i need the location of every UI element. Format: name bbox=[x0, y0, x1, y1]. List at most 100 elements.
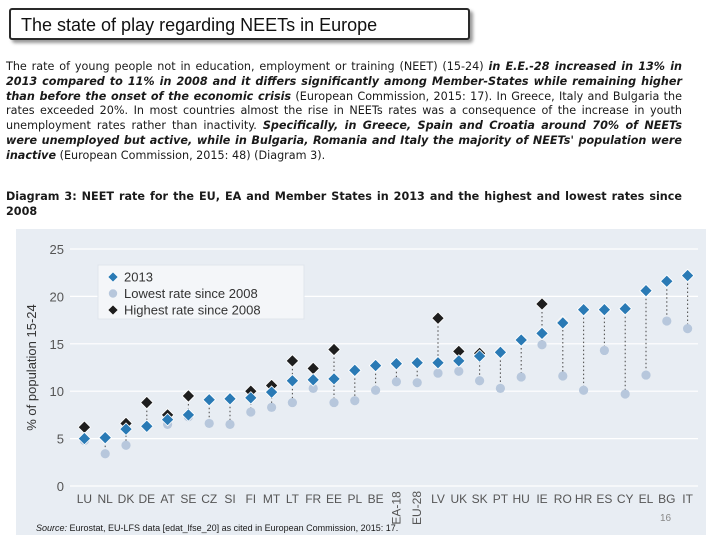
point-lowest bbox=[267, 402, 277, 412]
point-2013 bbox=[202, 392, 216, 407]
legend-marker bbox=[108, 289, 118, 298]
point-highest bbox=[140, 395, 154, 410]
point-lowest bbox=[475, 376, 485, 386]
x-tick-label: EA-18 bbox=[389, 491, 403, 525]
x-tick-label: SI bbox=[224, 492, 235, 506]
point-lowest bbox=[412, 378, 422, 388]
y-tick-label: 0 bbox=[57, 479, 64, 494]
point-2013 bbox=[306, 373, 320, 387]
neet-chart: 0 5 10 15 20 25 % of population 15-24 LU NL DK DE A… bbox=[16, 229, 706, 535]
x-tick-label: SK bbox=[472, 492, 488, 506]
point-lowest bbox=[246, 407, 256, 417]
x-tick-label: DE bbox=[138, 492, 155, 506]
point-highest bbox=[285, 354, 300, 368]
point-lowest bbox=[579, 385, 589, 395]
y-tick-label: 20 bbox=[50, 289, 64, 304]
point-lowest bbox=[516, 372, 526, 382]
point-2013 bbox=[431, 355, 445, 370]
point-lowest bbox=[287, 397, 297, 408]
point-lowest bbox=[329, 397, 339, 408]
y-axis-label: % of population 15-24 bbox=[24, 304, 39, 430]
point-2013 bbox=[639, 283, 653, 298]
point-lowest bbox=[350, 396, 360, 406]
x-tick-label: UK bbox=[450, 492, 467, 506]
legend-box bbox=[97, 264, 305, 320]
point-highest bbox=[431, 311, 445, 325]
point-2013 bbox=[77, 431, 92, 446]
point-2013 bbox=[410, 355, 424, 370]
x-tick-label: CZ bbox=[201, 492, 217, 506]
x-tick-label: HR bbox=[575, 492, 593, 506]
point-lowest bbox=[100, 449, 110, 459]
x-tick-label: LT bbox=[286, 492, 300, 506]
point-lowest bbox=[204, 418, 214, 429]
x-tick-label: LV bbox=[431, 492, 445, 506]
source-text: Eurostat, EU-LFS data [edat_lfse_20] as … bbox=[67, 523, 399, 533]
x-tick-label: NL bbox=[98, 492, 114, 506]
point-2013 bbox=[285, 374, 300, 388]
point-lowest bbox=[558, 371, 568, 381]
x-tick-label: PT bbox=[493, 492, 509, 506]
point-lowest bbox=[620, 389, 630, 399]
chart-svg: 0 5 10 15 20 25 % of population 15-24 LU NL DK DE A… bbox=[24, 242, 698, 525]
point-lowest bbox=[454, 366, 464, 376]
point-2013 bbox=[660, 274, 674, 288]
x-tick-label: ES bbox=[596, 492, 612, 506]
x-tick-label: CY bbox=[617, 492, 634, 506]
slide-title: The state of play regarding NEETs in Eur… bbox=[21, 15, 378, 35]
point-highest bbox=[77, 420, 92, 434]
point-2013 bbox=[348, 363, 362, 378]
body-segment-3: Specifically, in Greece, Spain and Croat… bbox=[6, 119, 682, 162]
x-tick-label: PL bbox=[347, 492, 362, 506]
point-2013 bbox=[244, 391, 258, 405]
x-tick-label: DK bbox=[118, 492, 135, 506]
diagram-caption: Diagram 3: NEET rate for the EU, EA and … bbox=[6, 190, 682, 218]
legend-marker bbox=[107, 271, 119, 283]
body-segment-0: The rate of young people not in educatio… bbox=[6, 60, 489, 73]
point-highest bbox=[327, 342, 341, 357]
point-highest bbox=[306, 361, 320, 376]
point-lowest bbox=[371, 385, 381, 395]
x-tick-label: SE bbox=[180, 492, 196, 506]
point-lowest bbox=[641, 370, 651, 380]
point-lowest bbox=[662, 316, 672, 326]
y-tick-label: 15 bbox=[50, 337, 64, 352]
point-lowest bbox=[121, 440, 131, 450]
x-tick-label: EE bbox=[326, 492, 342, 506]
x-tick-label: IT bbox=[682, 492, 693, 506]
point-lowest bbox=[308, 383, 318, 393]
x-tick-label: BG bbox=[658, 492, 675, 506]
point-2013 bbox=[452, 354, 466, 368]
point-2013 bbox=[680, 268, 695, 283]
x-tick-label: MT bbox=[263, 492, 281, 506]
x-tick-label: HU bbox=[513, 492, 530, 506]
point-2013 bbox=[98, 430, 112, 445]
x-tick-label: FR bbox=[305, 492, 321, 506]
point-2013 bbox=[264, 385, 279, 399]
legend-label: 2013 bbox=[124, 270, 153, 285]
body-segment-2: (European Commission, 2015: 17). In Gree… bbox=[6, 89, 682, 133]
x-tick-label: RO bbox=[554, 492, 572, 506]
point-2013 bbox=[618, 301, 632, 316]
point-lowest bbox=[537, 340, 547, 350]
legend-marker bbox=[107, 304, 119, 316]
slide-title-box: The state of play regarding NEETs in Eur… bbox=[9, 8, 470, 40]
source-label: Source: bbox=[36, 523, 68, 533]
point-lowest bbox=[495, 383, 505, 393]
legend-label: Lowest rate since 2008 bbox=[124, 286, 258, 301]
point-lowest bbox=[683, 324, 693, 334]
point-2013 bbox=[514, 333, 528, 347]
body-segment-4: (European Commission, 2015: 48) (Diagram… bbox=[56, 148, 326, 162]
point-lowest bbox=[225, 419, 235, 429]
y-tick-label: 5 bbox=[57, 432, 64, 447]
body-segment-1: in E.E.-28 increased in 13% in 2013 comp… bbox=[6, 60, 682, 103]
y-tick-label: 25 bbox=[50, 242, 64, 257]
x-tick-label: EL bbox=[639, 492, 654, 506]
point-2013 bbox=[368, 358, 383, 373]
source-note: Source: Eurostat, EU-LFS data [edat_lfse… bbox=[36, 523, 398, 533]
x-tick-label: BE bbox=[368, 492, 384, 506]
point-2013 bbox=[389, 356, 404, 371]
point-highest bbox=[535, 297, 549, 311]
point-lowest bbox=[599, 345, 610, 356]
y-tick-label: 10 bbox=[50, 384, 64, 399]
